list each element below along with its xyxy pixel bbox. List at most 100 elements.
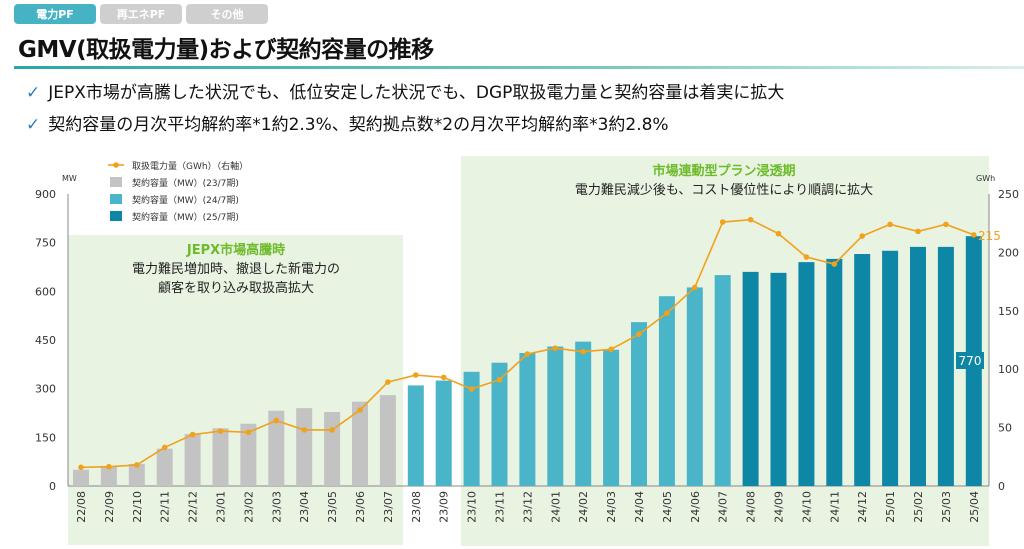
line-point xyxy=(915,228,921,235)
x-tick-label: 24/09 xyxy=(773,491,786,523)
bar xyxy=(435,380,452,486)
right-tick-label: 250 xyxy=(998,188,1019,201)
x-tick-label: 24/02 xyxy=(577,491,590,523)
legend-label: 契約容量（MW）(25/7期) xyxy=(132,211,239,223)
line-point xyxy=(134,462,140,468)
line-point xyxy=(859,233,865,239)
bar xyxy=(770,272,787,486)
bar xyxy=(491,362,508,486)
line-point xyxy=(887,221,893,228)
x-tick-label: 24/03 xyxy=(605,491,618,523)
bar xyxy=(268,410,285,486)
line-point xyxy=(943,221,949,228)
line-point xyxy=(413,372,419,378)
region-jepx-text: 電力難民増加時、撤退した新電力の xyxy=(132,261,340,277)
title-underline xyxy=(14,66,1024,69)
region-jepx-title: JEPX市場高騰時 xyxy=(186,242,285,258)
bar xyxy=(240,423,257,486)
last-line-label: 215 xyxy=(978,229,1001,243)
region-jepx-bg xyxy=(68,235,403,545)
x-tick-label: 25/03 xyxy=(940,491,953,523)
x-tick-label: 24/12 xyxy=(856,491,869,523)
x-tick-label: 25/04 xyxy=(968,491,981,523)
bar xyxy=(547,346,564,486)
left-axis-unit: MW xyxy=(62,174,77,183)
x-tick-label: 24/08 xyxy=(745,491,758,523)
tab-power-pf[interactable]: 電力PF xyxy=(14,4,96,24)
bar xyxy=(603,349,620,486)
x-tick-label: 23/02 xyxy=(242,491,255,523)
line-point xyxy=(106,463,112,470)
legend-label: 契約容量（MW）(24/7期) xyxy=(132,194,239,206)
region-market-title: 市場連動型プラン浸透期 xyxy=(652,163,795,179)
line-point xyxy=(719,219,726,225)
region-jepx-text: 顧客を取り込み取扱高拡大 xyxy=(158,280,314,296)
x-tick-label: 24/10 xyxy=(800,491,813,523)
line-point xyxy=(971,232,977,238)
bar xyxy=(352,401,368,486)
legend-swatch xyxy=(110,177,122,187)
bar xyxy=(910,246,926,486)
legend-swatch xyxy=(110,194,122,204)
line-point xyxy=(440,374,447,381)
x-tick-label: 24/06 xyxy=(689,491,702,523)
x-tick-label: 22/08 xyxy=(75,491,88,523)
bar xyxy=(798,262,815,486)
line-point xyxy=(189,431,196,438)
right-tick-label: 100 xyxy=(998,363,1019,376)
bar xyxy=(463,371,480,486)
x-tick-label: 23/01 xyxy=(215,491,228,523)
line-point xyxy=(78,464,84,471)
x-tick-label: 22/10 xyxy=(131,491,144,523)
line-point xyxy=(636,331,642,337)
x-tick-label: 24/07 xyxy=(717,491,730,523)
x-tick-label: 22/11 xyxy=(159,491,172,523)
right-tick-label: 0 xyxy=(998,480,1005,493)
bar xyxy=(73,469,89,486)
x-tick-label: 22/09 xyxy=(103,491,116,523)
tab-renewable-pf[interactable]: 再エネPF xyxy=(100,4,182,24)
check-icon: ✓ xyxy=(26,115,41,135)
line-point xyxy=(301,427,308,433)
x-tick-label: 24/11 xyxy=(828,491,841,523)
left-tick-label: 150 xyxy=(35,431,56,444)
line-point xyxy=(747,216,754,223)
x-tick-label: 23/11 xyxy=(494,491,507,523)
line-point xyxy=(496,376,503,383)
x-tick-label: 23/06 xyxy=(354,491,367,523)
bar xyxy=(882,250,899,486)
x-tick-label: 22/12 xyxy=(187,491,200,523)
legend-swatch xyxy=(110,211,122,221)
legend-label: 取扱電力量（GWh）（右軸） xyxy=(132,160,248,172)
bar xyxy=(379,395,396,486)
bar xyxy=(212,428,229,486)
right-tick-label: 200 xyxy=(998,246,1019,259)
tab-other[interactable]: その他 xyxy=(186,4,268,24)
bar xyxy=(575,341,592,486)
page-title: GMV(取扱電力量)および契約容量の推移 xyxy=(18,37,434,63)
bar xyxy=(742,271,759,486)
bar xyxy=(128,463,145,486)
x-tick-label: 23/09 xyxy=(438,491,451,523)
bullet-1: ✓ JEPX市場が高騰した状況でも、低位安定した状況でも、DGP取扱電力量と契約容… xyxy=(26,78,784,103)
x-tick-label: 23/04 xyxy=(298,491,311,523)
bar xyxy=(184,434,201,486)
line-point xyxy=(803,254,810,260)
line-point xyxy=(692,284,698,291)
left-tick-label: 300 xyxy=(35,383,56,396)
bar xyxy=(714,275,731,486)
bar xyxy=(296,408,313,486)
line-point xyxy=(664,310,670,316)
line-point xyxy=(775,230,782,237)
bar xyxy=(324,412,341,486)
bar xyxy=(407,385,424,486)
last-bar-label-bg xyxy=(956,352,984,369)
line-point xyxy=(580,348,586,355)
left-tick-label: 450 xyxy=(35,334,56,347)
last-bar-label: 770 xyxy=(959,354,982,368)
line-point xyxy=(468,386,475,392)
x-tick-label: 23/10 xyxy=(466,491,479,523)
bullet-1-text: JEPX市場が高騰した状況でも、低位安定した状況でも、DGP取扱電力量と契約容量… xyxy=(48,83,785,103)
line-point xyxy=(329,427,335,433)
line-point xyxy=(273,417,280,424)
